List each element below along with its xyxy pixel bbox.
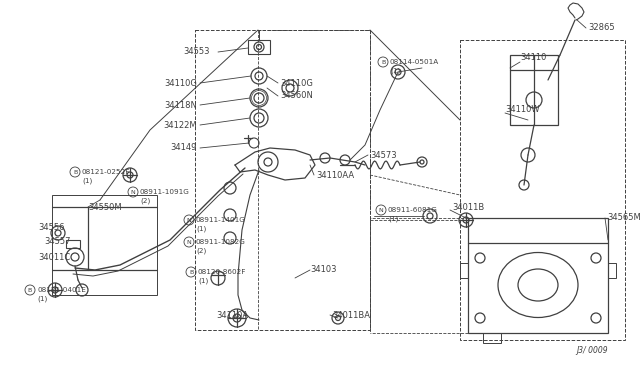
Text: 08911-6081G: 08911-6081G bbox=[388, 207, 438, 213]
Text: 34110G: 34110G bbox=[164, 78, 197, 87]
Text: 34573: 34573 bbox=[370, 151, 397, 160]
Text: 08121-0252F: 08121-0252F bbox=[82, 169, 131, 175]
Text: 34556: 34556 bbox=[38, 224, 65, 232]
Text: 08114-0501A: 08114-0501A bbox=[390, 59, 439, 65]
Text: 34011B: 34011B bbox=[452, 203, 484, 212]
Bar bbox=[248, 40, 270, 54]
Text: N: N bbox=[131, 189, 136, 195]
Text: N: N bbox=[187, 240, 191, 244]
Bar bbox=[468, 218, 608, 333]
Text: 34110: 34110 bbox=[520, 54, 547, 62]
Text: 08120-8602F: 08120-8602F bbox=[198, 269, 246, 275]
Text: (2): (2) bbox=[140, 198, 150, 204]
Text: 34011C: 34011C bbox=[38, 253, 70, 263]
Text: 34110W: 34110W bbox=[505, 106, 540, 115]
Text: (1): (1) bbox=[37, 296, 47, 302]
Text: 34110AA: 34110AA bbox=[316, 170, 354, 180]
Bar bbox=[195, 30, 370, 330]
Text: 34110G: 34110G bbox=[280, 78, 313, 87]
Bar bbox=[483, 333, 501, 343]
Text: 34110A: 34110A bbox=[216, 311, 248, 320]
Text: 34149: 34149 bbox=[171, 144, 197, 153]
Text: N: N bbox=[379, 208, 383, 212]
Text: 34557: 34557 bbox=[44, 237, 70, 246]
Text: (1): (1) bbox=[390, 68, 400, 74]
Bar bbox=[510, 55, 558, 125]
Text: 08911-1091G: 08911-1091G bbox=[140, 189, 190, 195]
Text: (1): (1) bbox=[196, 226, 206, 232]
Text: B: B bbox=[189, 269, 193, 275]
Text: 08911-1401G: 08911-1401G bbox=[196, 217, 246, 223]
Text: (1): (1) bbox=[198, 278, 208, 284]
Text: 34122M: 34122M bbox=[163, 121, 197, 129]
Text: 34560N: 34560N bbox=[280, 92, 313, 100]
Text: 34011BA: 34011BA bbox=[332, 311, 370, 320]
Text: (1): (1) bbox=[388, 216, 398, 222]
Text: B: B bbox=[73, 170, 77, 174]
Text: J3/ 0009: J3/ 0009 bbox=[577, 346, 608, 355]
Text: 32865: 32865 bbox=[588, 23, 614, 32]
Text: (1): (1) bbox=[82, 178, 92, 184]
Text: (2): (2) bbox=[196, 248, 206, 254]
Text: 34550M: 34550M bbox=[88, 202, 122, 212]
Text: 08911-1082G: 08911-1082G bbox=[196, 239, 246, 245]
Bar bbox=[608, 263, 616, 278]
Text: B: B bbox=[381, 60, 385, 64]
Text: 34553: 34553 bbox=[184, 48, 210, 57]
Bar bbox=[460, 40, 625, 340]
Text: 34565M: 34565M bbox=[607, 214, 640, 222]
Bar bbox=[460, 263, 468, 278]
Bar bbox=[66, 240, 80, 248]
Text: N: N bbox=[187, 218, 191, 222]
Bar bbox=[52, 195, 157, 295]
Text: 34103: 34103 bbox=[310, 266, 337, 275]
Text: 08121-0401E: 08121-0401E bbox=[37, 287, 86, 293]
Text: B: B bbox=[28, 288, 32, 292]
Text: 34118N: 34118N bbox=[164, 100, 197, 109]
